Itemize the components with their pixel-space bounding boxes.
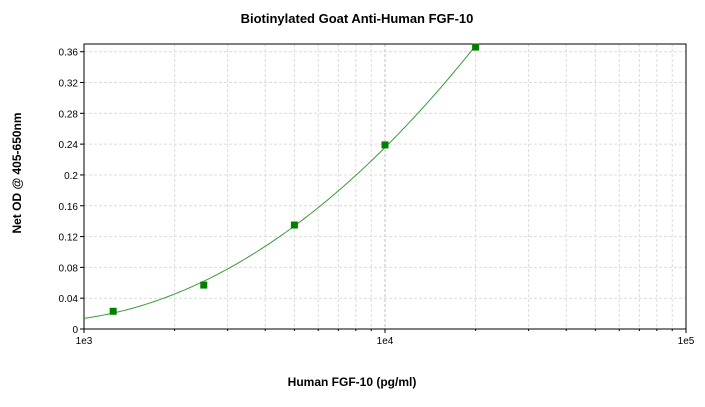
chart-title: Biotinylated Goat Anti-Human FGF-10 bbox=[241, 11, 474, 26]
y-tick-label: 0 bbox=[72, 325, 78, 336]
x-axis-label: Human FGF-10 (pg/ml) bbox=[288, 375, 417, 389]
data-point bbox=[381, 141, 389, 149]
x-tick-label: 1e3 bbox=[76, 336, 93, 347]
x-tick-label: 1e4 bbox=[377, 336, 394, 347]
y-tick-label: 0.08 bbox=[59, 263, 79, 274]
fit-curve-layer bbox=[83, 45, 477, 319]
y-tick-label: 0.12 bbox=[59, 233, 79, 244]
data-points bbox=[109, 43, 480, 315]
y-tick-label: 0.32 bbox=[59, 79, 79, 90]
y-tick-label: 0.28 bbox=[59, 109, 79, 120]
fit-curve bbox=[83, 45, 477, 319]
y-axis-label: Net OD @ 405-650nm bbox=[10, 112, 24, 233]
data-point bbox=[290, 221, 298, 229]
x-axis-ticks: 1e3 1e4 1e5 bbox=[76, 329, 695, 347]
x-tick-label: 1e5 bbox=[678, 336, 695, 347]
data-point bbox=[472, 43, 480, 51]
data-point bbox=[200, 281, 208, 289]
data-point bbox=[109, 307, 117, 315]
y-tick-label: 0.36 bbox=[59, 48, 79, 59]
y-tick-label: 0.04 bbox=[59, 294, 79, 305]
y-tick-label: 0.24 bbox=[59, 140, 79, 151]
grid bbox=[84, 44, 686, 329]
y-tick-label: 0.2 bbox=[64, 171, 78, 182]
y-axis-ticks: 0 0.04 0.08 0.12 0.16 0.2 0.24 0.28 0.32 0.36 bbox=[59, 48, 84, 336]
y-tick-label: 0.16 bbox=[59, 202, 79, 213]
